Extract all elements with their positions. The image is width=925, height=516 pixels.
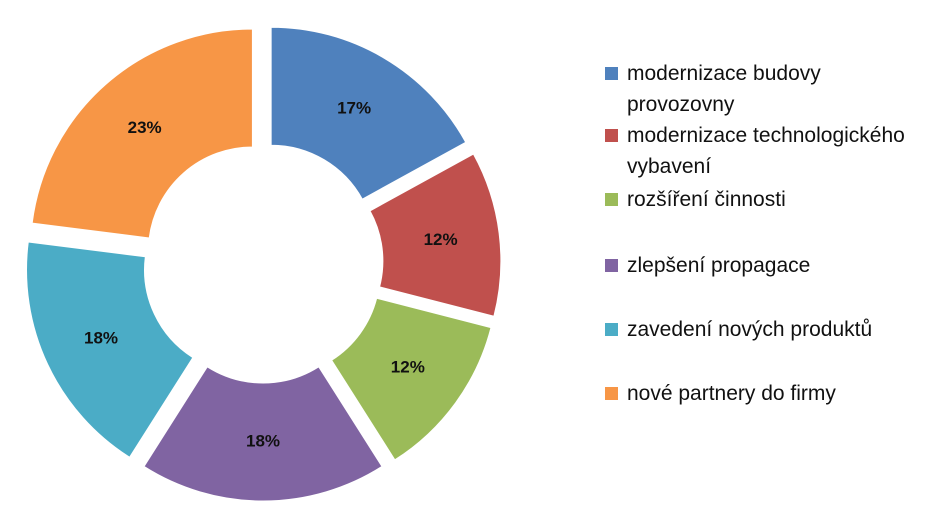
doughnut-segment	[26, 241, 194, 458]
doughnut-segment	[31, 28, 253, 239]
legend-label: modernizace budovy provozovny	[627, 62, 821, 116]
legend-swatch	[605, 129, 618, 142]
legend-swatch	[605, 387, 618, 400]
data-label: 12%	[424, 230, 458, 249]
doughnut-segment	[330, 297, 492, 461]
legend-label: zavedení nových produktů	[627, 318, 873, 341]
legend-label: zlepšení propagace	[627, 254, 811, 277]
data-label: 23%	[128, 118, 162, 137]
data-label: 18%	[246, 431, 280, 450]
legend-label: nové partnery do firmy	[627, 382, 836, 405]
doughnut-segment	[369, 153, 502, 317]
legend-item: modernizace technologického vybavení	[605, 120, 920, 182]
legend-item: zavedení nových produktů	[605, 314, 920, 345]
chart: 17% 12% 12% 18% 18% 23%	[26, 26, 502, 502]
legend-label: modernizace technologického vybavení	[627, 124, 905, 178]
data-label: 17%	[337, 98, 371, 117]
legend-item: nové partnery do firmy	[605, 378, 920, 409]
legend-swatch	[605, 323, 618, 336]
doughnut-segment	[270, 26, 467, 200]
legend-label: rozšíření činnosti	[627, 188, 786, 211]
legend-item: modernizace budovy provozovny	[605, 58, 920, 120]
legend-item: rozšíření činnosti	[605, 184, 920, 215]
doughnut-segment	[143, 366, 383, 502]
legend-swatch	[605, 193, 618, 206]
legend-swatch	[605, 67, 618, 80]
legend-item: zlepšení propagace	[605, 250, 920, 281]
data-label: 18%	[84, 329, 118, 348]
data-label: 12%	[391, 358, 425, 377]
legend-swatch	[605, 259, 618, 272]
